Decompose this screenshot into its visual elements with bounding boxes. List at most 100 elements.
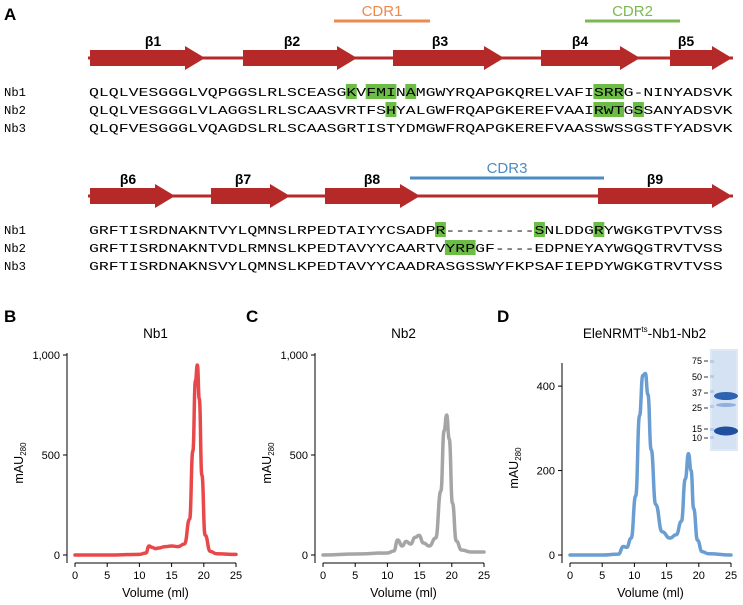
y-tick-label: 200 bbox=[537, 466, 555, 478]
panel-label-d: D bbox=[497, 307, 509, 326]
sequence-lines: Nb1 QLQLVESGGGLVQPGGSLRLSCEASGKVFMINAMGWY… bbox=[4, 86, 733, 136]
sequence-text: QLQLVESGGGLVLAGGSLRLSCAASVRTFSHYALGWFRQA… bbox=[89, 104, 733, 118]
y-axis-label: mAU280 bbox=[260, 442, 276, 484]
x-tick-label: 20 bbox=[693, 570, 705, 582]
chart-title: Nb1 bbox=[143, 326, 168, 341]
interface-residue-highlight bbox=[444, 240, 476, 255]
interface-highlights bbox=[435, 222, 605, 255]
beta-strand-arrow bbox=[325, 184, 420, 208]
sequence-name: Nb2 bbox=[4, 242, 26, 256]
interface-residue-highlight bbox=[593, 102, 625, 117]
chart-nb2: 0 5 10 15 20 25 0 500 1,000 Volume (ml) mAU280 Nb2 bbox=[260, 326, 490, 600]
y-axis-label: mAU280 bbox=[507, 447, 523, 489]
x-axis-label: Volume (ml) bbox=[370, 586, 437, 600]
x-tick-label: 5 bbox=[599, 570, 605, 582]
beta-strand-label: β7 bbox=[235, 171, 252, 187]
sequence-text: QLQFVESGGGLVQAGDSLRLSCAASGRTISTYDMGWFRQA… bbox=[89, 122, 733, 136]
ladder-band bbox=[710, 360, 714, 363]
sequence-text: QLQLVESGGGLVQPGGSLRLSCEASGKVFMINAMGWYRQA… bbox=[89, 86, 733, 100]
sequence-name: Nb3 bbox=[4, 122, 26, 136]
sequence-lines: Nb1 GRFTISRDNAKNTVYLQMNSLRPEDTAIYYCSADPR-… bbox=[4, 224, 723, 274]
x-tick-label: 10 bbox=[381, 570, 393, 582]
alignment-row-1: β1 β2 β3 β4 β5 CDR1 CDR2 Nb1 QLQLVESGGGLVQPGGS… bbox=[4, 3, 733, 136]
chart-title: Nb2 bbox=[391, 326, 416, 341]
beta-strand-arrow bbox=[598, 184, 732, 208]
cdr-label: CDR1 bbox=[362, 3, 403, 20]
gel-marker-label: 75 bbox=[692, 356, 702, 366]
y-tick-label: 500 bbox=[290, 450, 308, 462]
gel-marker-label: 15 bbox=[692, 424, 702, 434]
cdr-label: CDR3 bbox=[487, 160, 528, 177]
interface-residue-highlight bbox=[534, 222, 545, 237]
x-tick-label: 15 bbox=[413, 570, 425, 582]
panel-label-b: B bbox=[4, 307, 16, 326]
beta-strand-label: β8 bbox=[364, 171, 381, 187]
gel-marker-label: 50 bbox=[692, 372, 702, 382]
sequence-text: GRFTISRDNAKNSVYLQMNSLKPEDTAVYYCAADRASGSS… bbox=[89, 260, 723, 274]
ladder-band bbox=[710, 405, 714, 408]
chromatogram-trace bbox=[568, 371, 733, 557]
gel-marker-label: 10 bbox=[692, 433, 702, 443]
beta-strand-arrows: β1 β2 β3 β4 β5 bbox=[90, 33, 732, 70]
sequence-name: Nb1 bbox=[4, 86, 26, 100]
beta-strand-arrow bbox=[541, 46, 640, 70]
y-tick-label: 0 bbox=[549, 550, 555, 562]
y-tick-label: 0 bbox=[54, 550, 60, 562]
sequence-name: Nb2 bbox=[4, 104, 26, 118]
ladder-band bbox=[710, 428, 714, 431]
beta-strand-label: β9 bbox=[647, 171, 664, 187]
panel-label-c: C bbox=[246, 307, 258, 326]
cdr-label: CDR2 bbox=[612, 3, 653, 20]
sequence-text: GRFTISRDNAKNTVYLQMNSLRPEDTAIYYCSADPR----… bbox=[89, 224, 723, 238]
ladder-band bbox=[710, 375, 714, 378]
interface-residue-highlight bbox=[385, 102, 397, 117]
beta-strand-arrows: β6 β7 β8 β9 bbox=[90, 171, 732, 208]
x-tick-label: 25 bbox=[478, 570, 490, 582]
beta-strand-arrow bbox=[393, 46, 504, 70]
y-tick-label: 500 bbox=[42, 450, 60, 462]
gel-marker-label: 25 bbox=[692, 403, 702, 413]
beta-strand-arrow bbox=[243, 46, 357, 70]
cdr-bars: CDR3 bbox=[410, 160, 604, 180]
beta-strand-label: β2 bbox=[284, 33, 301, 49]
x-axis-label: Volume (ml) bbox=[617, 586, 684, 600]
y-tick-label: 1,000 bbox=[280, 350, 308, 362]
x-tick-label: 0 bbox=[320, 570, 326, 582]
interface-residue-highlight bbox=[365, 84, 397, 99]
x-tick-label: 10 bbox=[133, 570, 145, 582]
beta-strand-arrow bbox=[90, 184, 175, 208]
interface-residue-highlight bbox=[633, 102, 644, 117]
sds-page-gel-inset: 75 50 37 25 15 10 bbox=[692, 349, 738, 451]
beta-strand-label: β1 bbox=[145, 33, 162, 49]
beta-strand-arrow bbox=[90, 46, 205, 70]
ladder-band bbox=[710, 436, 714, 439]
y-tick-label: 1,000 bbox=[32, 350, 60, 362]
chart-nb1: 0 5 10 15 20 25 0 500 1,000 Volume (ml) mAU280 Nb1 bbox=[12, 326, 242, 600]
x-tick-label: 15 bbox=[660, 570, 672, 582]
alignment-row-2: β6 β7 β8 β9 CDR3 Nb1 GRFTISRDNAKNTVYLQMNSLRP… bbox=[4, 160, 733, 274]
protein-band-faint bbox=[716, 403, 736, 407]
y-axis-label: mAU280 bbox=[12, 442, 28, 484]
y-tick-label: 0 bbox=[302, 550, 308, 562]
x-tick-label: 25 bbox=[725, 570, 737, 582]
x-tick-label: 15 bbox=[165, 570, 177, 582]
panel-label-a: A bbox=[4, 5, 16, 24]
cdr-bars: CDR1 CDR2 bbox=[334, 3, 680, 23]
beta-strand-label: β4 bbox=[572, 33, 589, 49]
interface-residue-highlight bbox=[345, 84, 357, 99]
x-tick-label: 20 bbox=[446, 570, 458, 582]
sequence-text: GRFTISRDNAKNTVDLRMNSLKPEDTAVYYCAARTVYRPG… bbox=[89, 242, 723, 256]
beta-strand-label: β3 bbox=[432, 33, 449, 49]
gel-marker-label: 37 bbox=[692, 388, 702, 398]
x-tick-label: 25 bbox=[230, 570, 242, 582]
beta-strand-label: β5 bbox=[678, 33, 695, 49]
beta-strand-label: β6 bbox=[120, 171, 137, 187]
x-tick-label: 5 bbox=[352, 570, 358, 582]
x-tick-label: 0 bbox=[72, 570, 78, 582]
x-tick-label: 0 bbox=[567, 570, 573, 582]
beta-strand-arrow bbox=[670, 46, 732, 70]
interface-residue-highlight bbox=[593, 84, 625, 99]
x-tick-label: 10 bbox=[628, 570, 640, 582]
